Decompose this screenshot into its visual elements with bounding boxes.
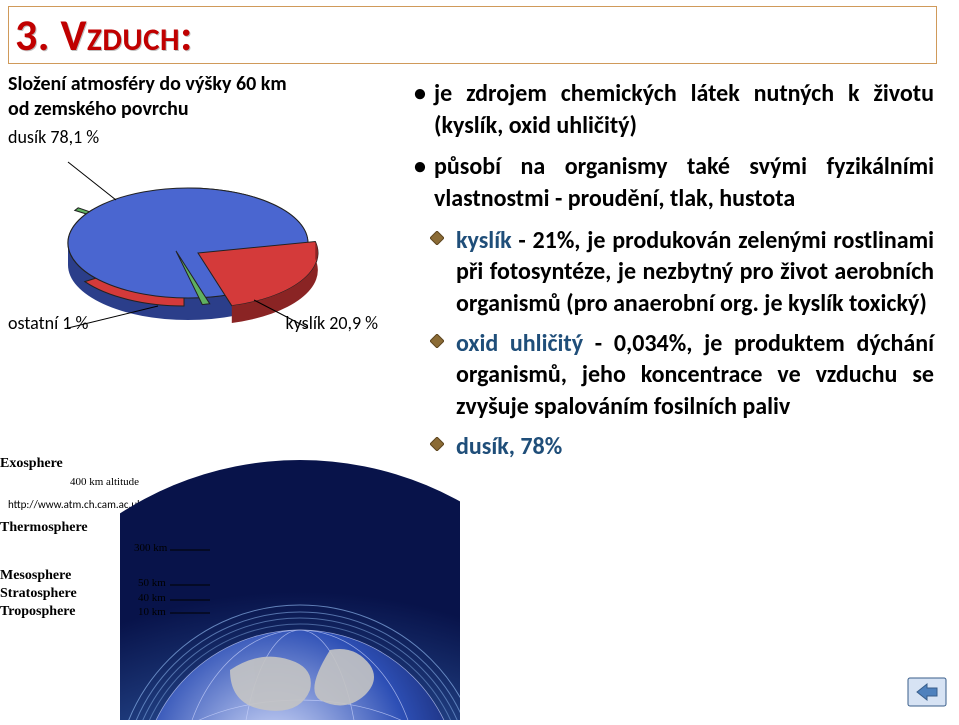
page-title: 3. Vzduch: [15, 8, 193, 62]
bullet-2: působí na organismy také svými fyzikální… [408, 151, 934, 214]
alt-troposphere: 10 km [138, 606, 166, 618]
diamond-3: dusík, 78% [408, 431, 934, 463]
layer-stratosphere: Stratosphere [0, 586, 77, 602]
label-oxygen: kyslík 20,9 % [285, 312, 378, 334]
alt-stratosphere: 40 km [138, 592, 166, 604]
bullet-1: je zdrojem chemických látek nutných k ži… [408, 78, 934, 141]
nav-back-button[interactable] [907, 677, 947, 707]
composition-heading-l1: Složení atmosféry do výšky 60 km [8, 72, 287, 96]
label-nitrogen: dusík 78,1 % [8, 126, 99, 148]
right-column: je zdrojem chemických látek nutných k ži… [408, 78, 934, 470]
alt-mesosphere: 50 km [138, 577, 166, 589]
d3-prefix: dusík, 78% [456, 432, 562, 461]
alt-exosphere: 400 km altitude [70, 476, 139, 488]
bullet-list: je zdrojem chemických látek nutných k ži… [408, 78, 934, 215]
diamond-icon [430, 437, 444, 451]
diamond-icon [430, 334, 444, 348]
layer-mesosphere: Mesosphere [0, 568, 71, 584]
layer-troposphere: Troposphere [0, 604, 75, 620]
layer-thermosphere: Thermosphere [0, 520, 88, 536]
layer-exosphere: Exosphere [0, 456, 63, 472]
leader-nitrogen [68, 162, 116, 200]
title-box: 3. Vzduch: [8, 6, 937, 64]
d1-prefix: kyslík [456, 226, 512, 255]
composition-heading: Složení atmosféry do výšky 60 km od zems… [8, 72, 388, 122]
diamond-1: kyslík - 21%, je produkován zelenými ros… [408, 225, 934, 320]
diamond-icon [430, 231, 444, 245]
diamond-2: oxid uhličitý - 0,034%, je produktem dýc… [408, 328, 934, 423]
diamond-list: kyslík - 21%, je produkován zelenými ros… [408, 225, 934, 463]
atmosphere-diagram: Exosphere 400 km altitude Thermosphere 3… [0, 420, 460, 710]
pie-chart: dusík 78,1 % kyslík 20,9 % ostatní 1 % [8, 128, 368, 328]
composition-heading-l2: od zemského povrchu [8, 97, 189, 121]
alt-thermosphere: 300 km [134, 542, 167, 554]
label-other: ostatní 1 % [8, 312, 88, 334]
d2-prefix: oxid uhličitý [456, 329, 583, 358]
d1-rest: - 21%, je produkován zelenými rostlinami… [456, 226, 934, 318]
